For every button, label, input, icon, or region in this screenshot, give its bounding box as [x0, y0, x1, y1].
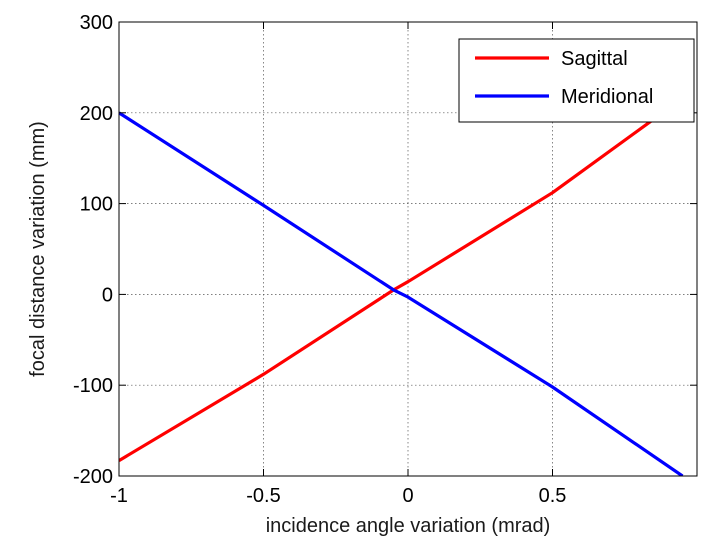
legend: Sagittal Meridional: [458, 38, 695, 123]
y-tick-label: -100: [73, 375, 113, 397]
legend-label-sagittal: Sagittal: [561, 48, 628, 70]
y-tick-label: 200: [80, 103, 113, 125]
y-axis-label: focal distance variation (mm): [27, 121, 49, 377]
series-line-sagittal: [119, 97, 684, 462]
x-tick-label: -1: [110, 485, 128, 507]
y-tick-label: 0: [102, 284, 113, 306]
series-layer: [119, 97, 684, 476]
series-line-meridional: [119, 111, 684, 476]
x-axis-label: incidence angle variation (mrad): [266, 515, 551, 537]
x-tick-label: 0.5: [539, 485, 567, 507]
y-tick-label: -200: [73, 466, 113, 488]
grid-lines: [119, 22, 697, 476]
y-tick-label: 100: [80, 194, 113, 216]
x-tick-label: -0.5: [246, 485, 280, 507]
tick-labels: -1 -0.5 0 0.5 -200 -100 0 100 200 300: [73, 12, 566, 507]
axis-ticks: [118, 21, 698, 477]
legend-box: [458, 38, 695, 123]
x-tick-label: 0: [402, 485, 413, 507]
y-tick-label: 300: [80, 12, 113, 34]
legend-label-meridional: Meridional: [561, 86, 653, 108]
